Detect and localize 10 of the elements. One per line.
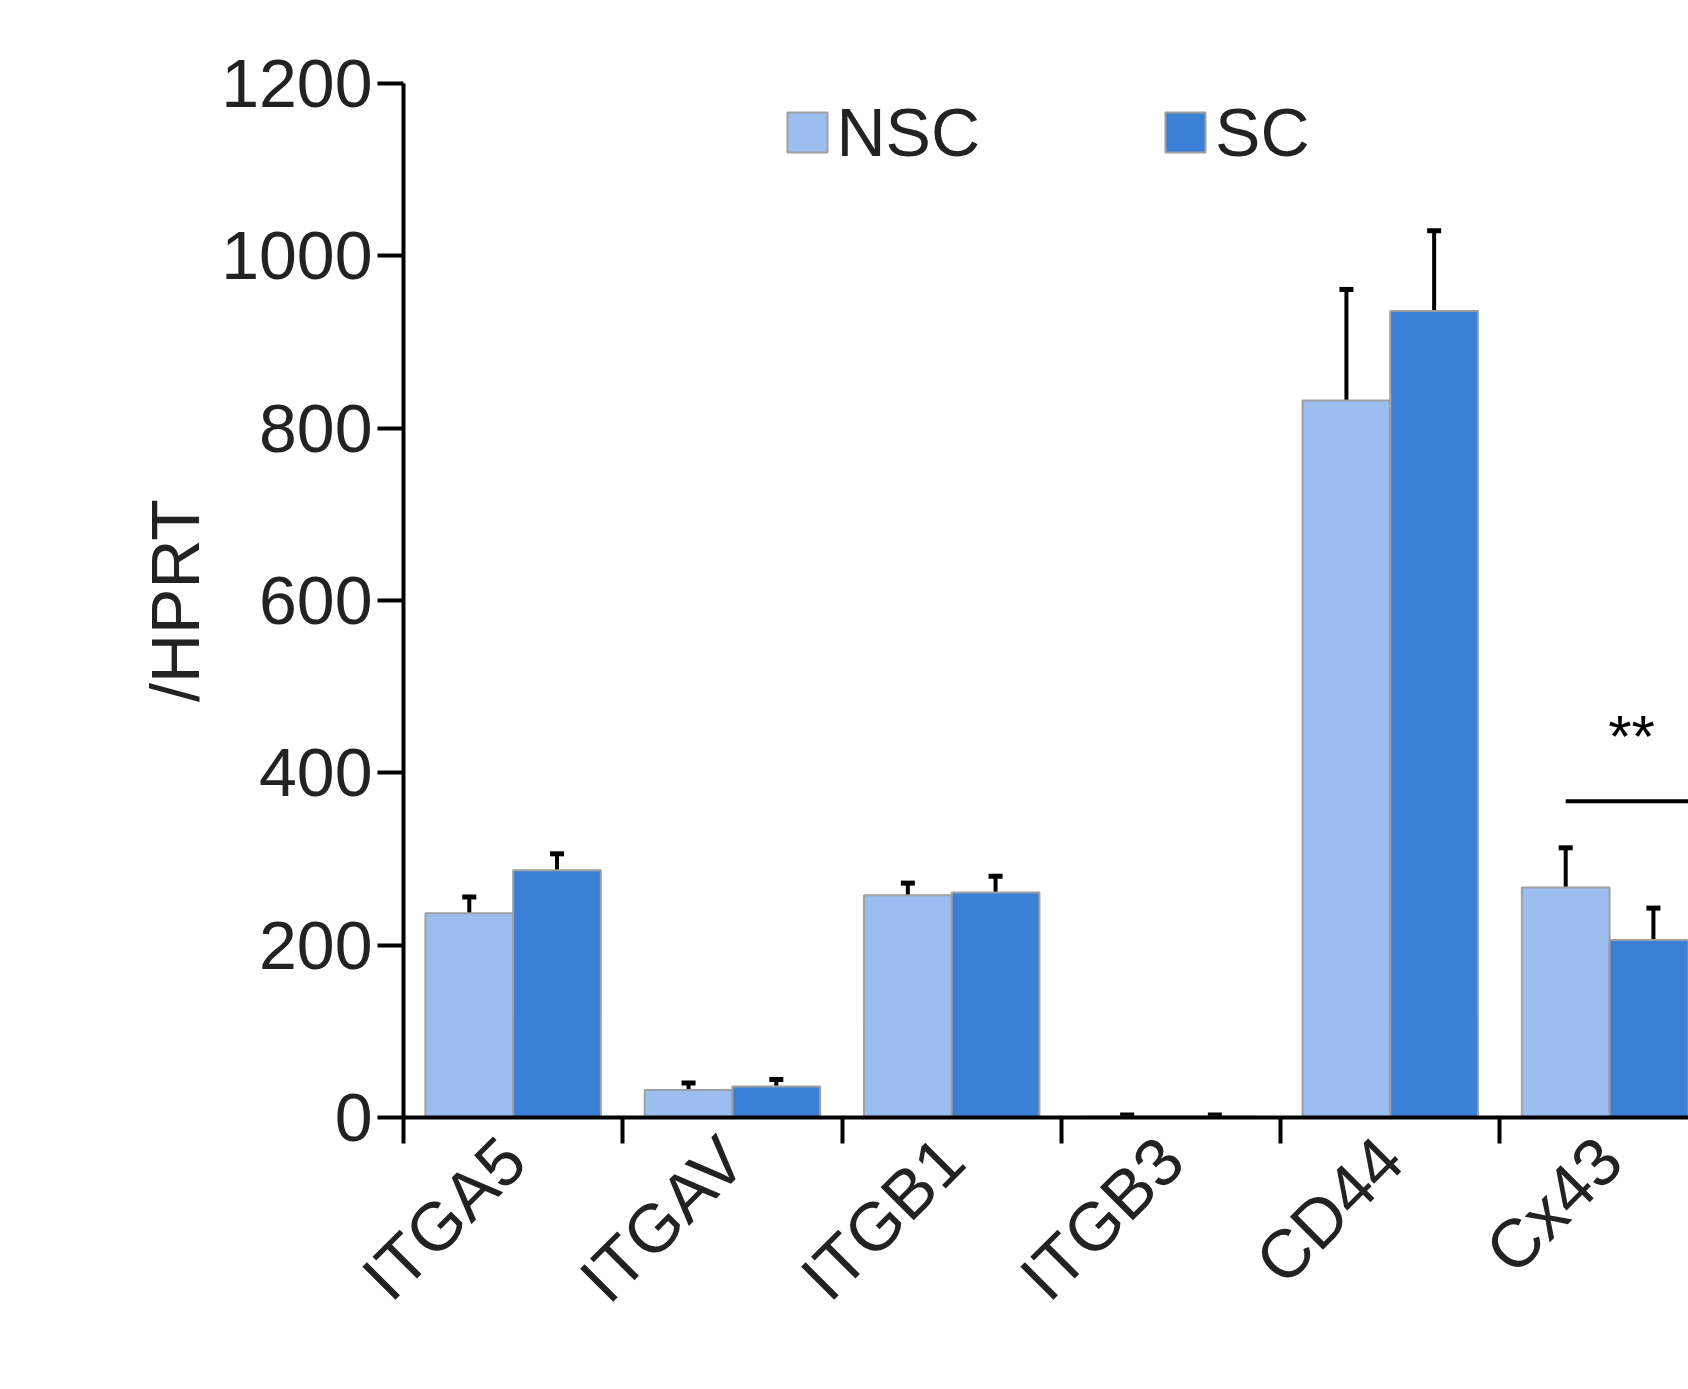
y-tick-label: 800 [259, 389, 373, 466]
y-axis-title: /HPRT [137, 499, 214, 702]
y-tick-label: 200 [259, 906, 373, 983]
annotation: ** [1608, 703, 1655, 771]
y-tick-label: 400 [259, 734, 373, 811]
y-tick-label: 1200 [221, 45, 373, 121]
legend-label: SC [1215, 93, 1310, 171]
y-tick-label: 600 [259, 562, 373, 638]
y-tick-label: 1000 [221, 217, 373, 294]
legend-label: NSC [836, 93, 981, 171]
